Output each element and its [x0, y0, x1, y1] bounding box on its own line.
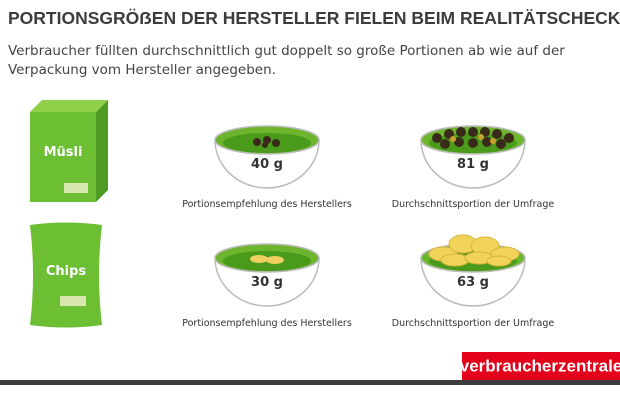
title: PORTIONSGRÖẞEN DER HERSTELLER FIELEN BEI… — [8, 8, 620, 28]
amount: 63 g — [457, 275, 489, 290]
chips-bag: Chips — [30, 222, 102, 328]
bowl: 30 g — [214, 243, 320, 307]
muesli-box: Müsli — [30, 100, 108, 202]
bowl: 81 g — [420, 125, 526, 189]
footer-bar — [0, 380, 620, 385]
amount: 30 g — [251, 275, 283, 290]
caption: Portionsempfehlung des Herstellers — [182, 199, 352, 210]
product-label: Müsli — [44, 145, 83, 160]
logo-box — [462, 352, 620, 380]
caption: Durchschnittsportion der Umfrage — [392, 318, 555, 329]
amount: 81 g — [457, 157, 489, 172]
subtitle: Verpackung vom Hersteller angegeben. — [8, 62, 276, 78]
bowl: 40 g — [214, 125, 320, 189]
product-label: Chips — [46, 264, 87, 279]
subtitle: Verbraucher füllten durchschnittlich gut… — [8, 43, 565, 59]
bowl: 63 g — [420, 234, 526, 307]
logo: verbraucherzentrale — [460, 356, 620, 375]
caption: Portionsempfehlung des Herstellers — [182, 318, 352, 329]
caption: Durchschnittsportion der Umfrage — [392, 199, 555, 210]
amount: 40 g — [251, 157, 283, 172]
